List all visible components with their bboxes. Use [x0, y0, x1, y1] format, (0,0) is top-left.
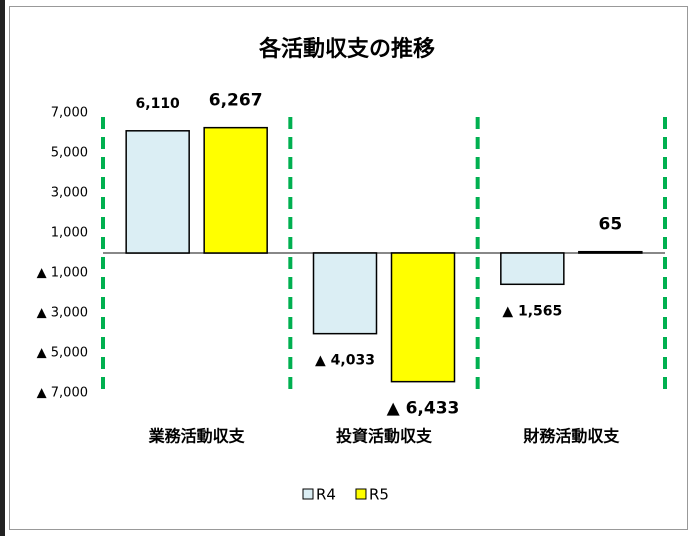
y-tick-label: 5,000	[51, 146, 88, 161]
bar	[203, 126, 268, 254]
y-tick-label: 3,000	[51, 186, 88, 201]
data-label: ▲ 1,565	[502, 303, 562, 319]
x-tick-label: 投資活動収支	[336, 427, 433, 446]
bar	[312, 252, 378, 335]
bar	[500, 252, 565, 286]
bar	[578, 250, 643, 254]
data-label: 65	[598, 215, 622, 235]
legend-label: R5	[369, 486, 389, 504]
x-tick-label: 業務活動収支	[148, 427, 246, 446]
y-tick-label: 7,000	[51, 106, 88, 121]
y-tick-label: ▲ 5,000	[37, 346, 88, 361]
legend-swatch	[355, 488, 367, 500]
x-tick-label: 財務活動収支	[523, 427, 620, 446]
bar	[390, 252, 456, 383]
bar	[125, 130, 190, 254]
data-label: ▲ 4,033	[315, 353, 375, 369]
y-tick-label: ▲ 3,000	[37, 306, 88, 321]
left-edge	[0, 0, 5, 536]
y-tick-label: ▲ 1,000	[37, 266, 88, 281]
legend-label: R4	[316, 486, 336, 504]
data-label: 6,110	[136, 96, 181, 112]
y-tick-label: 1,000	[51, 226, 88, 241]
chart-title: 各活動収支の推移	[258, 36, 435, 62]
data-label: 6,267	[209, 91, 263, 111]
legend-swatch	[302, 488, 314, 500]
data-label: ▲ 6,433	[387, 399, 460, 419]
y-tick-label: ▲ 7,000	[37, 386, 88, 401]
